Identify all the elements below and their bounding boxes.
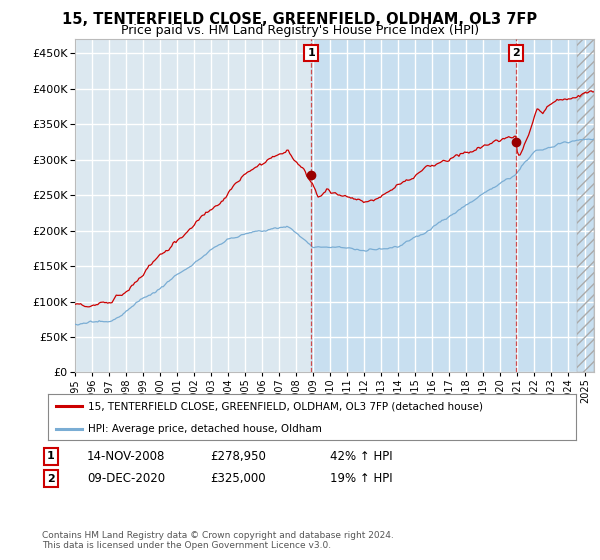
Text: 2: 2 bbox=[47, 474, 55, 484]
Text: 2: 2 bbox=[512, 48, 520, 58]
Text: £325,000: £325,000 bbox=[210, 472, 266, 486]
Text: 1: 1 bbox=[307, 48, 315, 58]
Text: 15, TENTERFIELD CLOSE, GREENFIELD, OLDHAM, OL3 7FP: 15, TENTERFIELD CLOSE, GREENFIELD, OLDHA… bbox=[62, 12, 538, 27]
Text: 1: 1 bbox=[47, 451, 55, 461]
Text: 09-DEC-2020: 09-DEC-2020 bbox=[87, 472, 165, 486]
Text: £278,950: £278,950 bbox=[210, 450, 266, 463]
Bar bbox=[311, 39, 594, 372]
Text: 15, TENTERFIELD CLOSE, GREENFIELD, OLDHAM, OL3 7FP (detached house): 15, TENTERFIELD CLOSE, GREENFIELD, OLDHA… bbox=[88, 401, 482, 411]
Text: 14-NOV-2008: 14-NOV-2008 bbox=[87, 450, 166, 463]
Text: HPI: Average price, detached house, Oldham: HPI: Average price, detached house, Oldh… bbox=[88, 424, 322, 434]
Text: Price paid vs. HM Land Registry's House Price Index (HPI): Price paid vs. HM Land Registry's House … bbox=[121, 24, 479, 36]
Text: Contains HM Land Registry data © Crown copyright and database right 2024.
This d: Contains HM Land Registry data © Crown c… bbox=[42, 530, 394, 550]
Text: 19% ↑ HPI: 19% ↑ HPI bbox=[330, 472, 392, 486]
Text: 42% ↑ HPI: 42% ↑ HPI bbox=[330, 450, 392, 463]
